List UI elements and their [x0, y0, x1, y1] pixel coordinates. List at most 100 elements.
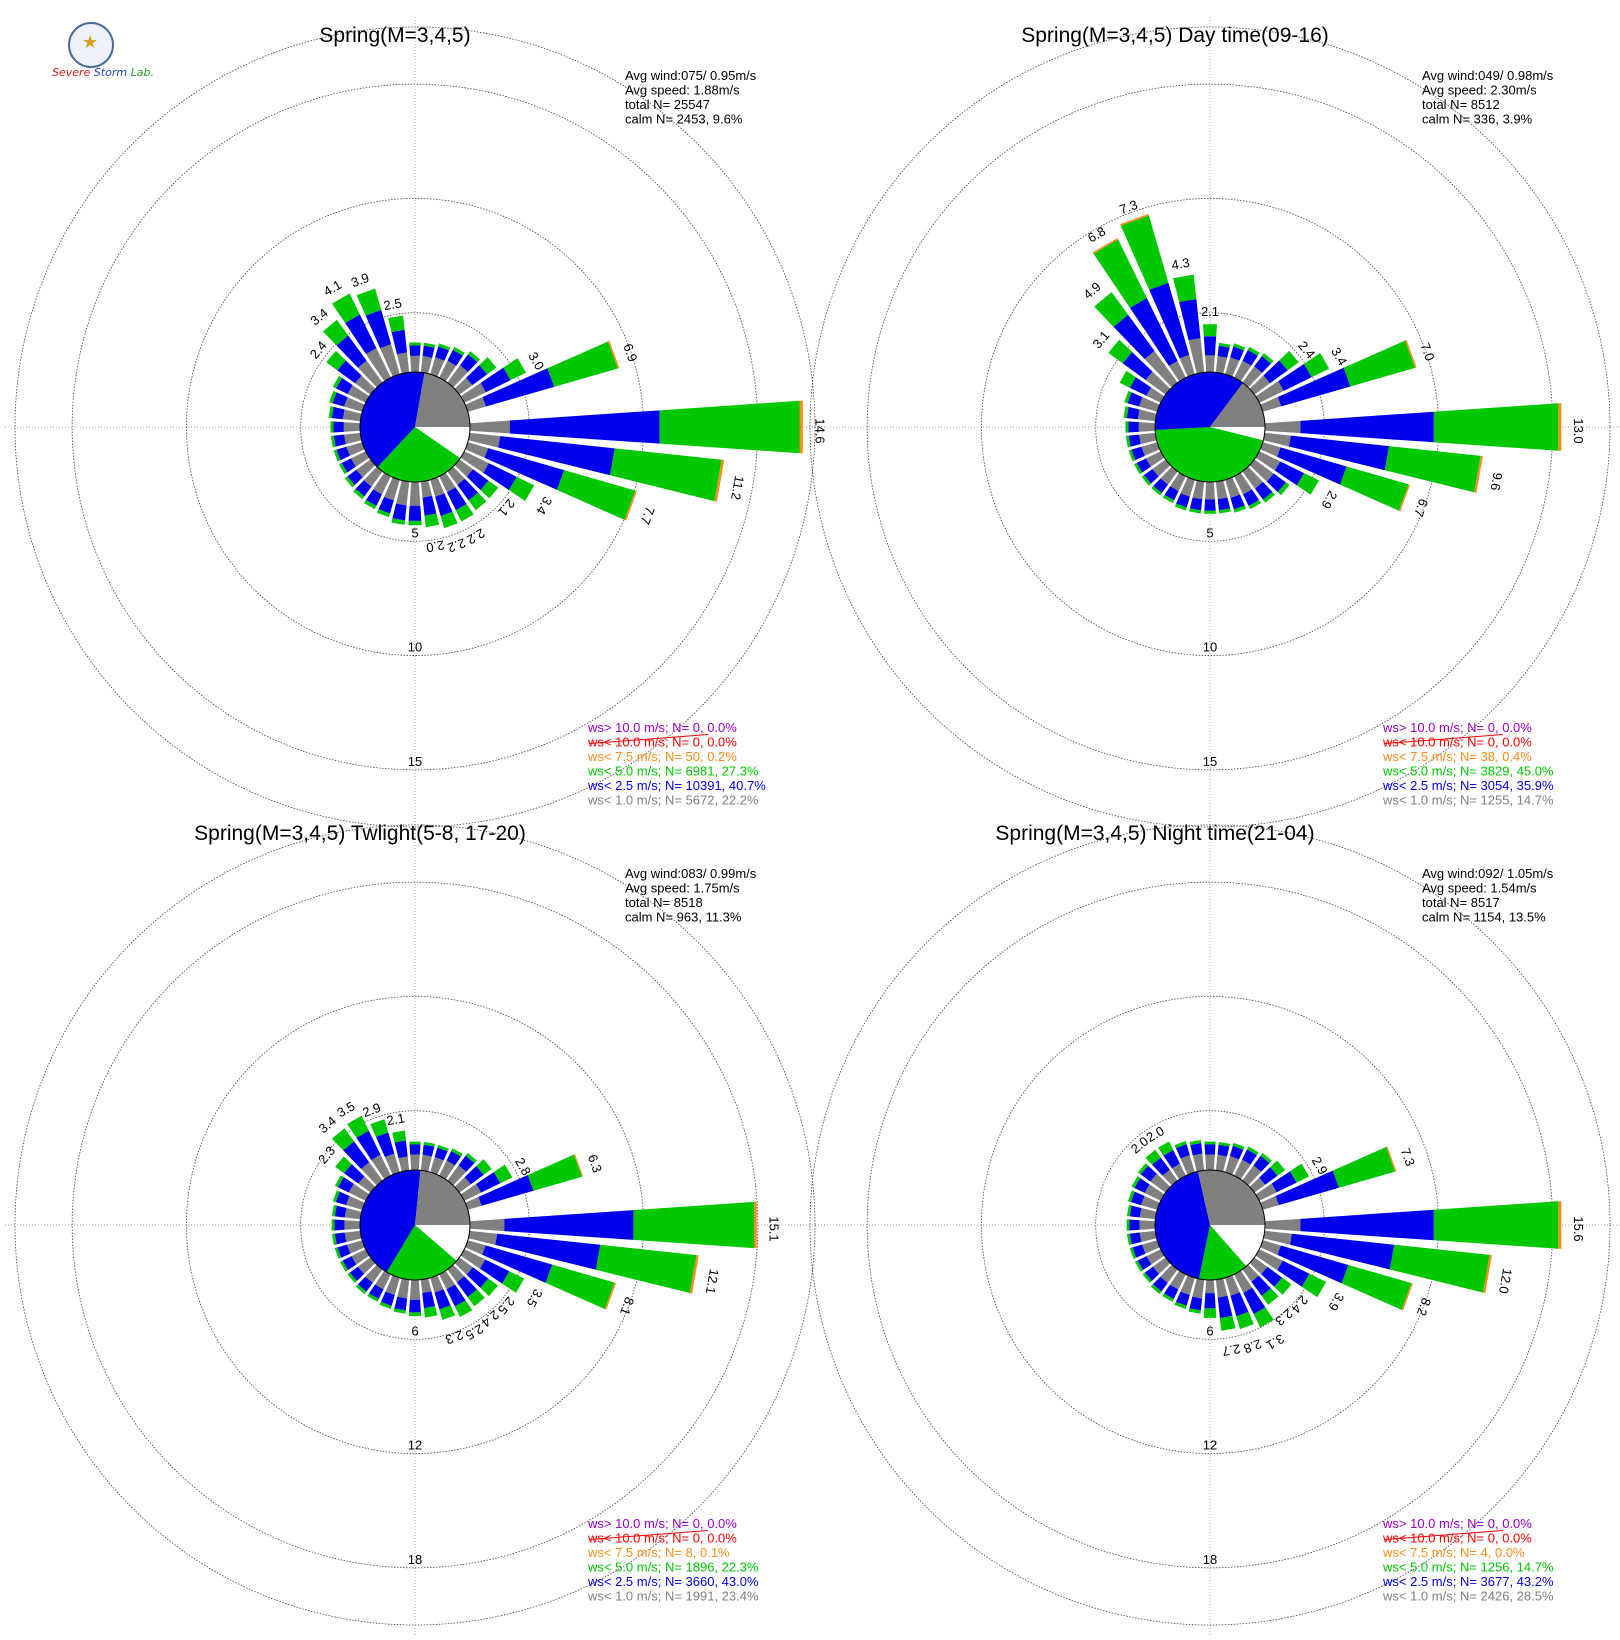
segment-2.5ms	[476, 1172, 501, 1193]
wind-rose-panel-1: Spring(M=3,4,5) 5 10 15 3.0 6.9 14.6 11.2 7.7 3.4…	[5, 17, 828, 837]
segment-5ms	[1340, 466, 1409, 511]
wind-petal	[1255, 451, 1319, 495]
petal-value-label: 6.8	[1085, 223, 1108, 245]
segment-calm-1ms	[355, 375, 376, 395]
segment-2.5ms	[1176, 493, 1190, 508]
wind-petal	[465, 442, 637, 521]
segment-calm-1ms	[1192, 1153, 1205, 1172]
segment-5ms	[476, 1159, 492, 1175]
segment-calm-1ms	[1152, 459, 1171, 477]
wind-petal	[1225, 1275, 1254, 1330]
ring-label: 15	[1203, 754, 1217, 769]
segment-2.5ms	[336, 446, 350, 461]
segment-5ms	[437, 1144, 449, 1152]
segment-5ms	[493, 1164, 513, 1184]
wind-petal	[430, 1275, 456, 1320]
segment-5ms	[557, 470, 636, 520]
wind-petal	[330, 432, 362, 448]
segment-2.5ms	[1164, 486, 1179, 501]
legend-entry: ws< 5.0 m/s; N= 6981, 27.3%	[587, 764, 759, 779]
wind-petal	[1215, 342, 1231, 374]
segment-2.5ms	[1164, 1284, 1179, 1300]
pie-outline	[1154, 1169, 1266, 1281]
segment-calm-1ms	[430, 1157, 444, 1175]
legend-entry: ws< 7.5 m/s; N= 50, 0.2%	[587, 749, 737, 764]
segment-5ms	[355, 1284, 367, 1295]
wind-petal	[1124, 390, 1160, 412]
segment-5ms	[610, 448, 722, 502]
segment-2.5ms	[1242, 1149, 1257, 1165]
wind-petal	[1264, 1201, 1562, 1249]
segment-calm-1ms	[344, 1208, 362, 1220]
segment-calm-1ms	[348, 1183, 370, 1201]
segment-calm-1ms	[469, 420, 510, 434]
segment-calm-1ms	[1225, 1156, 1240, 1175]
segment-2.5ms	[1137, 1256, 1152, 1271]
segment-calm-1ms	[1225, 357, 1240, 377]
segment-5ms	[1126, 1233, 1132, 1246]
wind-petal	[1125, 432, 1157, 448]
segment-5ms	[1202, 324, 1218, 337]
segment-calm-1ms	[342, 409, 362, 422]
segment-calm-1ms	[1145, 371, 1171, 395]
wind-petal	[465, 340, 620, 412]
petal-value-label: 14.6	[813, 418, 828, 443]
segment-2.5ms	[1134, 1178, 1150, 1193]
segment-2.5ms	[1277, 447, 1347, 485]
segment-2.5ms	[1128, 421, 1139, 433]
legend-entry: ws< 5.0 m/s; N= 3829, 45.0%	[1382, 764, 1554, 779]
segment-calm-1ms	[1249, 1177, 1266, 1193]
segment-2.5ms	[1179, 299, 1201, 341]
segment-2.5ms	[1261, 1266, 1283, 1287]
segment-calm-1ms	[1146, 387, 1165, 403]
segment-2.5ms	[1274, 461, 1305, 486]
segment-calm-1ms	[374, 1270, 391, 1290]
segment-5ms	[334, 1175, 344, 1188]
segment-2.5ms	[422, 345, 435, 358]
ring-label: 5	[1206, 525, 1213, 540]
segment-5ms	[332, 293, 360, 324]
segment-2.5ms	[446, 1284, 466, 1307]
segment-2.5ms	[459, 354, 478, 372]
segment-2.5ms	[342, 1256, 357, 1271]
university-seal-icon	[68, 22, 114, 68]
legend-strike	[589, 734, 709, 744]
segment-calm-1ms	[344, 1230, 362, 1242]
segment-5ms	[468, 492, 487, 511]
wind-petal	[460, 1249, 525, 1293]
segment-5ms	[1218, 342, 1231, 348]
stats-line: Avg speed: 1.54m/s	[1422, 881, 1537, 896]
segment-calm-1ms	[1162, 1169, 1178, 1186]
segment-calm-1ms	[1264, 1218, 1301, 1232]
segment-calm-1ms	[420, 356, 433, 374]
segment-2.5ms	[394, 1296, 408, 1311]
wind-petal	[333, 442, 365, 462]
ring-outer	[809, 824, 1611, 1626]
segment-2.5ms	[458, 1155, 475, 1172]
segment-calm-1ms	[1160, 1264, 1178, 1283]
segment-2.5ms	[1189, 497, 1203, 511]
segment-5ms	[1189, 508, 1202, 514]
wind-petal	[1151, 466, 1178, 496]
segment-5ms	[1384, 446, 1481, 493]
wind-petal	[334, 1240, 365, 1259]
segment-2.5ms	[1129, 298, 1178, 366]
wind-petal	[1234, 472, 1262, 510]
logo-text: Severe Storm Lab.	[52, 66, 154, 79]
wind-petal	[460, 1164, 513, 1201]
segment-7.5ms	[689, 1255, 699, 1294]
wind-petal	[1141, 459, 1171, 486]
wind-petal	[469, 400, 803, 454]
wind-petal	[420, 480, 440, 528]
segment-calm-1ms	[371, 1154, 391, 1180]
legend-strike	[589, 1530, 709, 1540]
segment-calm-1ms	[465, 1196, 482, 1210]
segment-calm-1ms	[380, 344, 400, 377]
stats-line: calm N= 1154, 13.5%	[1422, 910, 1546, 925]
segment-calm-1ms	[1215, 1278, 1228, 1298]
calm-pie	[1154, 1169, 1266, 1281]
segment-5ms	[1142, 1272, 1152, 1283]
segment-calm-1ms	[356, 459, 376, 478]
segment-7.5ms	[1558, 1201, 1562, 1249]
stats-line: total N= 8517	[1422, 895, 1500, 910]
